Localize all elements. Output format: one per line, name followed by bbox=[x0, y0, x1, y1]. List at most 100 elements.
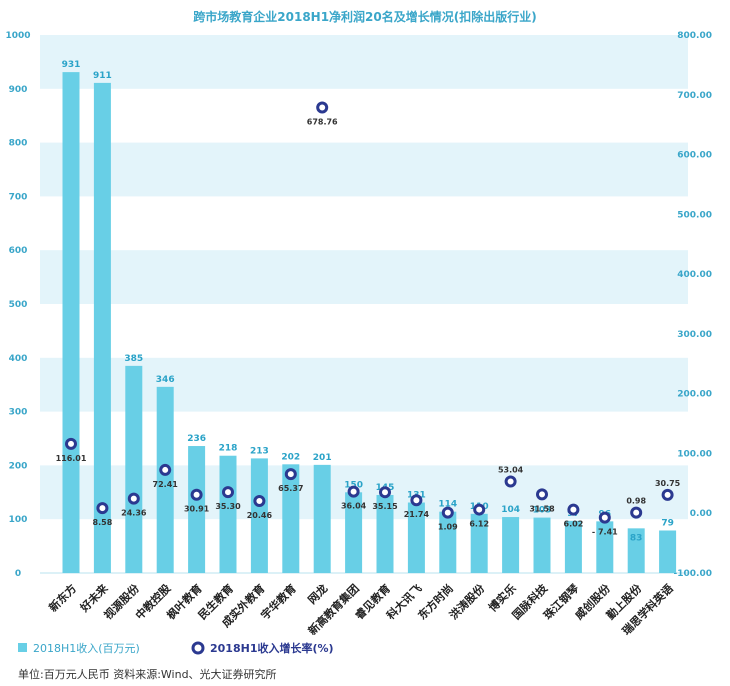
right-tick-label: 200.00 bbox=[677, 390, 712, 400]
footer-source: 单位:百万元人民币 资料来源:Wind、光大证券研究所 bbox=[18, 667, 277, 681]
revenue-bar bbox=[156, 386, 174, 573]
right-tick-label: 300.00 bbox=[677, 330, 712, 340]
left-tick-label: 400 bbox=[9, 354, 28, 364]
growth-value-label: 31.58 bbox=[529, 504, 555, 513]
left-axis: 0 100 200 300 400 500 600 700 800 900 1000 bbox=[5, 31, 30, 579]
grid-band bbox=[40, 250, 688, 304]
revenue-bar bbox=[407, 502, 425, 573]
growth-marker bbox=[504, 475, 517, 488]
revenue-value-label: 114 bbox=[438, 500, 457, 510]
right-tick-label: 700.00 bbox=[677, 91, 712, 101]
legend-growth: 2018H1收入增长率(%) bbox=[210, 641, 334, 655]
legend-revenue: 2018H1收入(百万元) bbox=[33, 641, 140, 655]
left-tick-label: 100 bbox=[9, 515, 28, 525]
growth-value-label: 72.41 bbox=[153, 480, 179, 489]
revenue-bar bbox=[345, 492, 363, 573]
category-label: 洪涛股份 bbox=[446, 581, 488, 623]
growth-value-label: 8.58 bbox=[93, 518, 113, 527]
left-tick-label: 600 bbox=[9, 246, 28, 256]
revenue-bar bbox=[313, 464, 331, 573]
chart-title: 跨市场教育企业2018H1净利润20名及增长情况(扣除出版行业) bbox=[193, 9, 536, 24]
growth-marker bbox=[316, 101, 329, 114]
grid-band bbox=[40, 142, 688, 197]
growth-value-label: 6.12 bbox=[469, 520, 489, 529]
revenue-value-label: 911 bbox=[93, 71, 112, 81]
growth-marker bbox=[284, 468, 297, 481]
growth-value-label: 1.09 bbox=[438, 523, 458, 532]
revenue-bar bbox=[219, 455, 237, 573]
right-tick-label: 100.00 bbox=[677, 449, 712, 459]
revenue-bar bbox=[188, 446, 206, 573]
revenue-value-label: 104 bbox=[501, 505, 520, 515]
growth-value-label: 0.98 bbox=[626, 497, 646, 506]
growth-marker bbox=[96, 502, 109, 515]
revenue-bar bbox=[659, 530, 677, 573]
growth-value-label: 21.74 bbox=[404, 510, 430, 519]
left-tick-label: 200 bbox=[9, 461, 28, 471]
right-tick-label: 400.00 bbox=[677, 270, 712, 280]
revenue-value-label: 385 bbox=[124, 354, 143, 364]
revenue-bar bbox=[250, 458, 268, 573]
growth-value-label: 30.91 bbox=[184, 505, 210, 514]
left-tick-label: 800 bbox=[9, 139, 28, 149]
growth-value-label: 116.01 bbox=[56, 454, 87, 463]
growth-marker bbox=[598, 511, 611, 524]
left-tick-label: 900 bbox=[9, 85, 28, 95]
growth-value-label: 36.04 bbox=[341, 502, 367, 511]
revenue-bar bbox=[470, 513, 488, 573]
right-axis: -100.00 0.00 100.00 200.00 300.00 400.00 500.0… bbox=[674, 31, 712, 579]
revenue-bar bbox=[564, 520, 582, 573]
revenue-bar bbox=[376, 494, 394, 573]
grid-band bbox=[40, 357, 688, 412]
growth-marker bbox=[190, 488, 203, 501]
growth-marker bbox=[253, 494, 266, 507]
right-tick-label: 500.00 bbox=[677, 210, 712, 220]
revenue-value-label: 83 bbox=[630, 533, 643, 543]
revenue-value-label: 103 bbox=[533, 506, 552, 516]
growth-markers: 116.01 8.58 24.36 72.41 30.91 35.30 20.46 65.37… bbox=[56, 101, 681, 537]
grid-band bbox=[40, 465, 688, 520]
revenue-bar bbox=[93, 82, 111, 573]
growth-value-label: 678.76 bbox=[307, 117, 338, 126]
growth-marker bbox=[410, 494, 423, 507]
left-tick-label: 1000 bbox=[5, 31, 30, 41]
revenue-bars: 9319113853462362182132022011501451311141… bbox=[62, 60, 677, 573]
right-tick-label: 0.00 bbox=[690, 509, 712, 519]
growth-marker bbox=[379, 486, 391, 499]
revenue-value-label: 213 bbox=[250, 446, 269, 456]
legend: 2018H1收入(百万元) 2018H1收入增长率(%) bbox=[18, 641, 334, 655]
growth-value-label: 65.37 bbox=[278, 484, 303, 493]
revenue-bar bbox=[439, 511, 457, 573]
growth-marker bbox=[159, 463, 172, 476]
left-tick-label: 700 bbox=[9, 192, 28, 202]
revenue-bar bbox=[502, 517, 520, 573]
revenue-bar bbox=[627, 528, 645, 573]
revenue-bar bbox=[596, 521, 614, 573]
growth-marker bbox=[347, 485, 360, 498]
growth-marker bbox=[222, 486, 234, 499]
revenue-value-label: 202 bbox=[281, 452, 300, 462]
grid-bands bbox=[40, 35, 688, 574]
growth-marker bbox=[567, 503, 580, 516]
revenue-value-label: 236 bbox=[187, 434, 206, 444]
revenue-bar bbox=[125, 365, 143, 573]
growth-marker bbox=[536, 488, 548, 501]
left-tick-label: 500 bbox=[9, 300, 28, 310]
right-tick-label: -100.00 bbox=[674, 569, 712, 579]
growth-value-label: 53.04 bbox=[498, 466, 524, 475]
growth-value-label: 30.75 bbox=[655, 479, 681, 488]
growth-value-label: 35.30 bbox=[215, 502, 241, 511]
revenue-value-label: 150 bbox=[344, 480, 363, 490]
left-tick-label: 300 bbox=[9, 408, 28, 418]
revenue-bar bbox=[282, 464, 300, 573]
growth-marker bbox=[441, 506, 454, 519]
revenue-bar bbox=[533, 517, 551, 573]
grid-band bbox=[40, 35, 688, 89]
revenue-bar bbox=[62, 72, 80, 573]
revenue-value-label: 931 bbox=[62, 60, 81, 70]
growth-marker bbox=[473, 503, 486, 516]
revenue-value-label: 201 bbox=[313, 453, 332, 463]
right-tick-label: 600.00 bbox=[677, 151, 712, 161]
